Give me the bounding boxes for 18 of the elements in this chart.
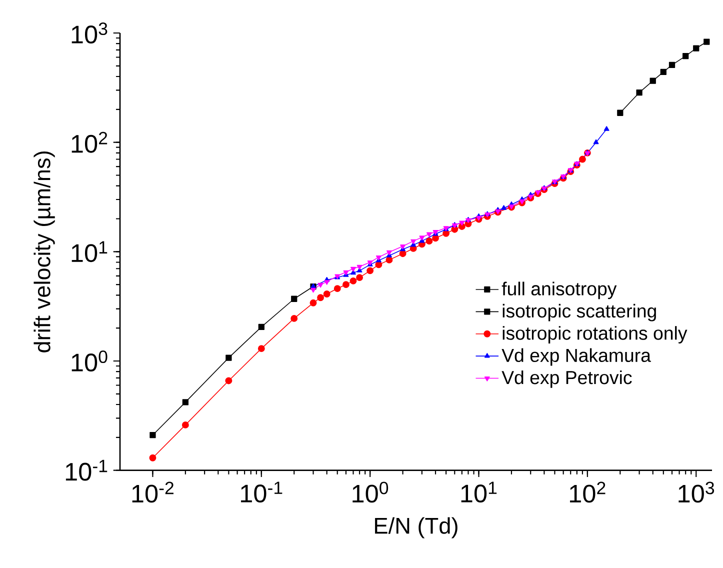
legend-label: full anisotropy — [502, 282, 617, 299]
x-tick-label: 10$^{0}$ — [352, 482, 388, 503]
y-tick-label: 10$^{0}$ — [72, 350, 108, 372]
x-tick-label: 10$^{3}$ — [678, 482, 714, 503]
legend-label: Vd exp Petrovic — [502, 370, 632, 388]
y-tick-label: 10$^{3}$ — [72, 22, 108, 44]
x-tick-label: 10$^{1}$ — [461, 482, 497, 502]
legend-label: Vd exp Nakamura — [502, 348, 651, 366]
x-axis-title: E/N (Td) — [375, 517, 458, 538]
y-tick-label: 10$^{2}$ — [72, 132, 108, 153]
x-tick-label: 10$^{-1}$ — [241, 482, 282, 502]
y-tick-label: 10$^{1}$ — [72, 241, 108, 262]
y-axis-title: drift velocity (µm/ns) — [34, 151, 55, 352]
y-tick-label: 10$^{-1}$ — [66, 460, 108, 481]
legend-label: isotropic scattering — [502, 304, 656, 322]
x-tick-label: 10$^{-2}$ — [132, 482, 174, 503]
x-tick-label: 10$^{2}$ — [570, 482, 606, 503]
legend-label: isotropic rotations only — [502, 326, 688, 344]
